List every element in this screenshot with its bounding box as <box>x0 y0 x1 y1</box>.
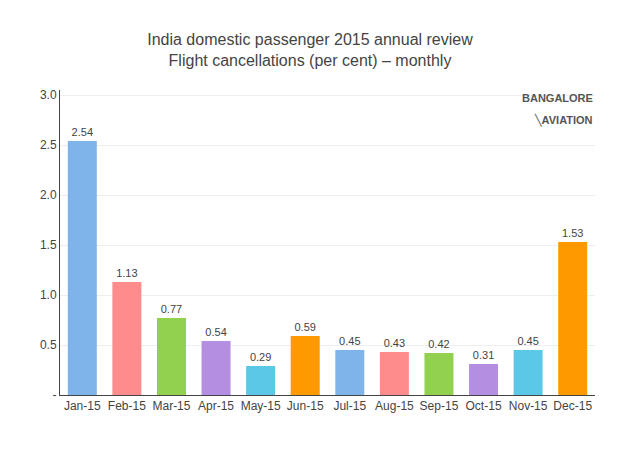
svg-text:Jun-15: Jun-15 <box>287 399 324 413</box>
svg-text:0.42: 0.42 <box>428 338 449 350</box>
svg-text:Dec-15: Dec-15 <box>553 399 592 413</box>
svg-text:0.59: 0.59 <box>294 321 315 333</box>
svg-text:2.0: 2.0 <box>40 188 57 202</box>
svg-text:2.54: 2.54 <box>72 126 93 138</box>
svg-text:0.5: 0.5 <box>40 338 57 352</box>
svg-text:Nov-15: Nov-15 <box>509 399 548 413</box>
svg-text:1.0: 1.0 <box>40 288 57 302</box>
svg-text:Jul-15: Jul-15 <box>333 399 366 413</box>
svg-text:0.77: 0.77 <box>161 303 182 315</box>
svg-text:0.43: 0.43 <box>384 337 405 349</box>
svg-text:Feb-15: Feb-15 <box>108 399 146 413</box>
svg-text:Jan-15: Jan-15 <box>64 399 101 413</box>
svg-text:1.53: 1.53 <box>562 227 583 239</box>
svg-text:0.45: 0.45 <box>517 335 538 347</box>
svg-text:Mar-15: Mar-15 <box>152 399 190 413</box>
svg-text:BANGALORE: BANGALORE <box>522 92 593 104</box>
svg-text:May-15: May-15 <box>241 399 281 413</box>
svg-text:-: - <box>53 388 57 402</box>
svg-text:0.29: 0.29 <box>250 351 271 363</box>
svg-text:Sep-15: Sep-15 <box>420 399 459 413</box>
svg-text:0.31: 0.31 <box>473 349 494 361</box>
svg-text:0.45: 0.45 <box>339 335 360 347</box>
svg-text:3.0: 3.0 <box>40 88 57 102</box>
svg-text:Apr-15: Apr-15 <box>198 399 234 413</box>
svg-text:1.13: 1.13 <box>116 267 137 279</box>
svg-text:1.5: 1.5 <box>40 238 57 252</box>
svg-text:India domestic passenger 2015: India domestic passenger 2015 annual rev… <box>147 31 473 69</box>
svg-text:Aug-15: Aug-15 <box>375 399 414 413</box>
svg-text:0.54: 0.54 <box>205 326 226 338</box>
svg-text:Oct-15: Oct-15 <box>466 399 502 413</box>
svg-text:╲AVIATION: ╲AVIATION <box>534 113 593 127</box>
svg-text:2.5: 2.5 <box>40 138 57 152</box>
